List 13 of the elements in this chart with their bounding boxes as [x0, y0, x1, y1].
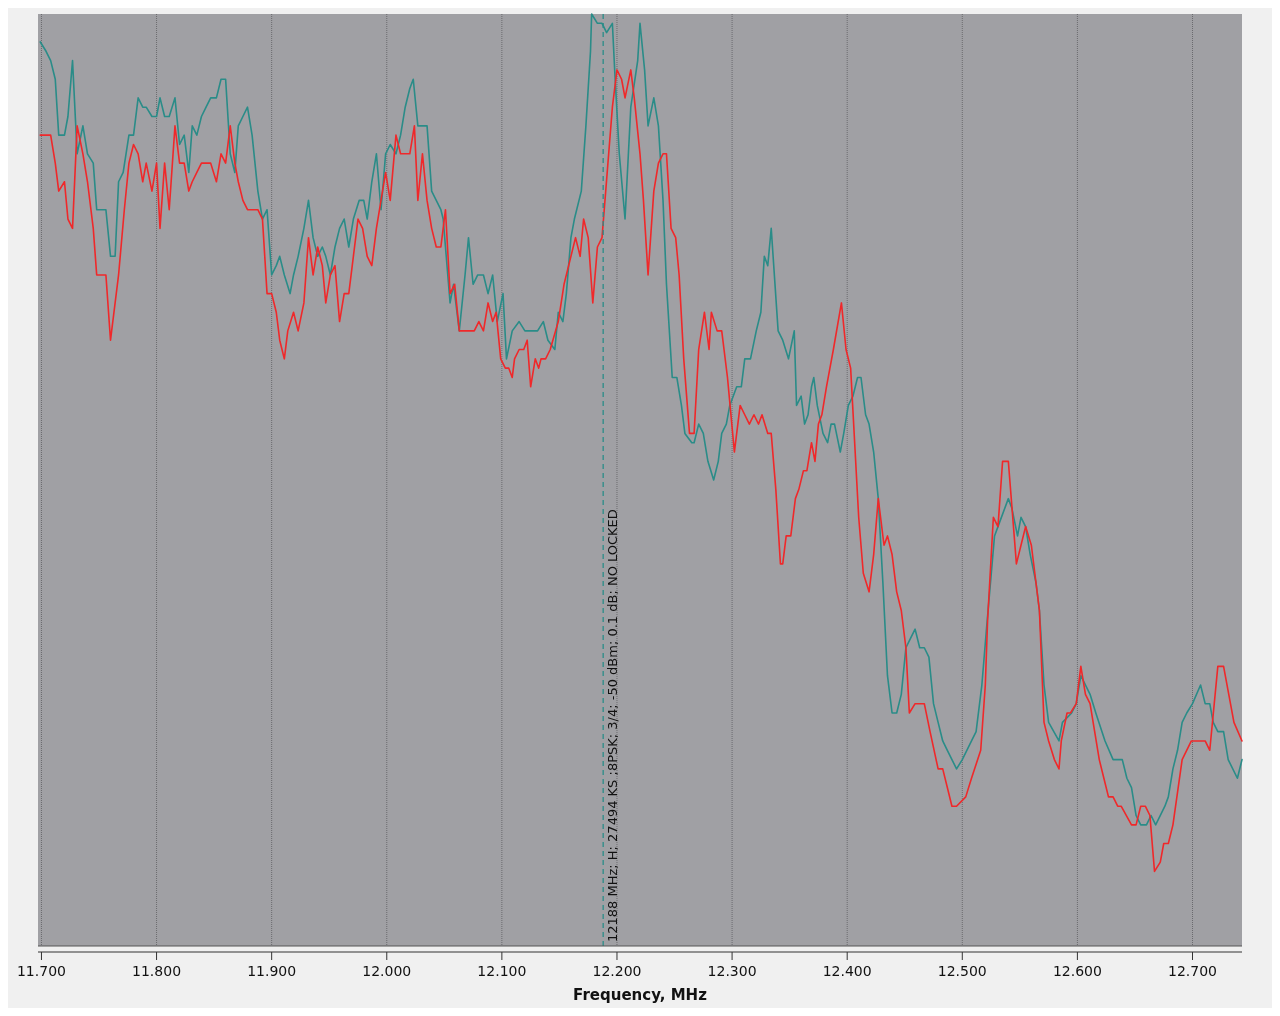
x-tick-label: 11.900 — [247, 963, 297, 979]
x-tick-label: 12.500 — [937, 963, 987, 979]
x-axis-title: Frequency, MHz — [573, 986, 708, 1004]
x-tick-label: 11.700 — [16, 963, 66, 979]
x-tick-label: 12.300 — [707, 963, 757, 979]
x-tick-label: 12.400 — [822, 963, 872, 979]
ref-line-label: 12188 MHz; H; 27494 KS ;8PSK; 3/4; -50 dBm; 0.1 dB; NO LOCKED — [605, 509, 621, 942]
x-tick-label: 11.800 — [132, 963, 182, 979]
x-tick-label: 12.200 — [592, 963, 642, 979]
x-tick-label: 12.600 — [1052, 963, 1102, 979]
x-tick-label: 12.100 — [477, 963, 527, 979]
x-tick-label: 12.000 — [362, 963, 412, 979]
x-tick-label: 12.700 — [1168, 963, 1217, 979]
